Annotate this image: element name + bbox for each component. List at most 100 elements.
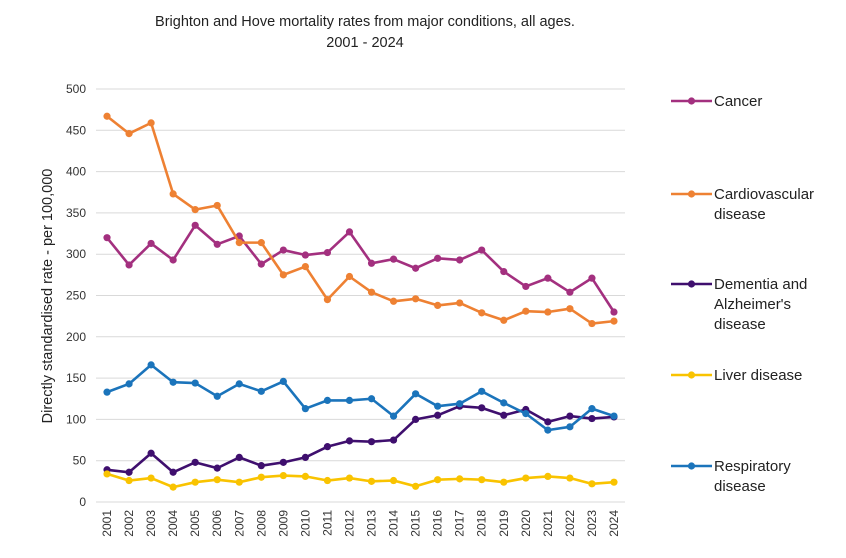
data-point [412,415,420,423]
data-point [323,296,332,304]
data-point [522,410,530,418]
series-4 [103,361,618,434]
y-tick-label: 300 [66,247,86,261]
data-point [125,380,133,388]
data-point [478,246,486,254]
data-point [323,248,332,257]
x-tick-label: 2009 [276,510,290,537]
y-tick-label: 500 [66,82,86,96]
y-tick-label: 100 [66,412,86,426]
data-point [169,190,177,198]
data-point [191,458,199,466]
y-tick-label: 200 [66,330,86,344]
data-point [412,482,420,490]
series-line [105,114,616,325]
y-tick-label: 250 [66,289,86,303]
data-point [323,443,332,451]
data-point [235,453,243,461]
x-tick-label: 2023 [585,510,599,537]
data-point [456,256,464,264]
data-point [544,426,552,434]
chart-title: Brighton and Hove mortality rates from m… [155,14,575,30]
data-point [235,380,243,388]
data-point [412,295,420,303]
gridlines [96,88,625,503]
x-tick-label: 2010 [298,510,312,537]
x-tick-label: 2012 [342,510,356,537]
data-point [257,387,265,395]
series-1 [103,112,618,328]
x-tick-label: 2002 [122,510,136,537]
data-point [301,251,309,259]
data-point [257,473,265,481]
x-tick-label: 2024 [607,510,621,537]
data-point [566,474,574,482]
series-2 [103,402,618,476]
data-point [147,474,155,482]
data-point [367,438,376,446]
data-point [191,205,199,214]
data-point [213,240,221,248]
x-tick-label: 2005 [188,510,202,537]
legend-label: Alzheimer's [714,296,791,313]
data-point [367,395,376,403]
data-point [169,468,177,476]
legend-marker [687,190,696,198]
legend-marker [687,371,696,379]
legend-label: Dementia and [714,276,807,293]
y-tick-label: 400 [66,165,86,179]
y-tick-label: 0 [79,495,86,509]
data-point [257,462,265,470]
x-tick-label: 2003 [144,510,158,537]
data-point [147,449,155,457]
legend-label: Liver disease [714,367,802,384]
data-point [345,272,354,281]
data-point [389,412,398,420]
x-tick-label: 2008 [254,510,268,537]
data-point [169,256,177,264]
data-point [544,308,552,316]
data-point [434,411,442,419]
data-point [301,453,309,461]
data-point [500,316,508,324]
data-point [323,396,332,405]
legend-marker [687,462,696,470]
data-point [544,472,552,480]
data-point [610,308,618,316]
data-point [257,260,265,268]
data-point [389,436,398,444]
data-point [389,297,398,305]
data-point [213,201,221,210]
data-point [301,405,309,413]
data-point [213,392,221,400]
data-point [434,476,442,484]
data-point [478,309,486,317]
x-tick-label: 2004 [166,510,180,537]
series-lines [103,112,618,491]
data-point [389,255,398,263]
legend-item: Cancer [671,93,762,110]
legend-label: Cardiovascular [714,186,814,203]
data-point [389,476,398,485]
data-point [478,387,486,395]
data-point [566,305,574,313]
data-point [103,470,111,478]
data-point [522,474,530,482]
x-tick-label: 2016 [431,510,445,537]
x-tick-label: 2011 [320,510,334,536]
data-point [147,361,155,369]
y-tick-label: 50 [73,454,87,468]
data-point [434,301,442,310]
data-point [478,404,486,412]
data-point [345,474,354,482]
data-point [125,468,133,476]
x-tick-label: 2022 [563,510,577,537]
data-point [610,317,618,325]
data-point [500,267,508,276]
data-point [544,274,552,282]
chart-subtitle: 2001 - 2024 [326,35,403,51]
x-tick-label: 2014 [387,510,401,537]
data-point [588,414,596,423]
data-point [169,483,177,491]
